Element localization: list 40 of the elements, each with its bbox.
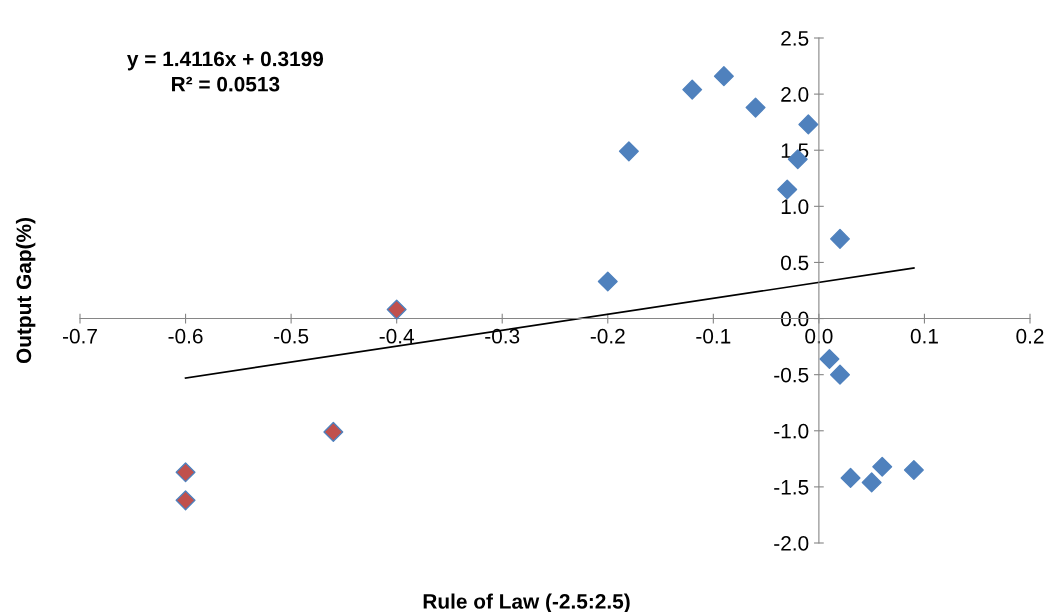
point	[618, 141, 639, 162]
y-tick-label: -0.5	[774, 367, 809, 383]
point	[386, 299, 407, 320]
x-tick-label: -0.3	[485, 328, 520, 344]
annotation: y = 1.4116x + 0.3199	[127, 51, 324, 71]
point	[903, 460, 924, 481]
point	[829, 228, 851, 249]
x-tick-label: 0.2	[1016, 328, 1044, 344]
x-tick-label: 0.0	[805, 328, 833, 344]
point	[819, 348, 840, 369]
point	[872, 456, 893, 477]
point	[745, 97, 766, 118]
point	[175, 490, 196, 511]
x-tick-label: -0.1	[696, 328, 731, 344]
y-tick-label: 1.0	[781, 199, 809, 215]
point	[175, 462, 196, 483]
point	[840, 467, 861, 488]
point	[682, 79, 703, 100]
y-tick-label: 2.0	[781, 87, 809, 102]
y-tick-label: -2.0	[774, 536, 809, 551]
y-axis-title: Output Gap(%)	[15, 218, 36, 364]
annotation: R² = 0.0513	[172, 76, 280, 92]
y-tick-label: 0.5	[781, 255, 809, 271]
x-tick-label: -0.5	[274, 328, 309, 344]
point	[777, 179, 798, 200]
point	[713, 66, 734, 87]
point	[861, 472, 882, 493]
y-tick-label: -1.5	[774, 480, 809, 495]
x-axis-title: Rule of Law (-2.5:2.5)	[423, 593, 630, 612]
x-tick-label: 0.1	[910, 328, 938, 344]
x-tick-label: -0.4	[379, 328, 415, 344]
x-tick-label: -0.7	[62, 328, 97, 344]
point	[323, 421, 344, 442]
y-tick-label: 2.5	[781, 31, 809, 46]
point	[798, 114, 819, 135]
y-tick-label: -1.0	[774, 423, 809, 439]
x-tick-label: -0.2	[590, 328, 625, 344]
x-tick-label: -0.6	[168, 328, 203, 344]
point	[597, 271, 618, 292]
point	[829, 364, 851, 385]
